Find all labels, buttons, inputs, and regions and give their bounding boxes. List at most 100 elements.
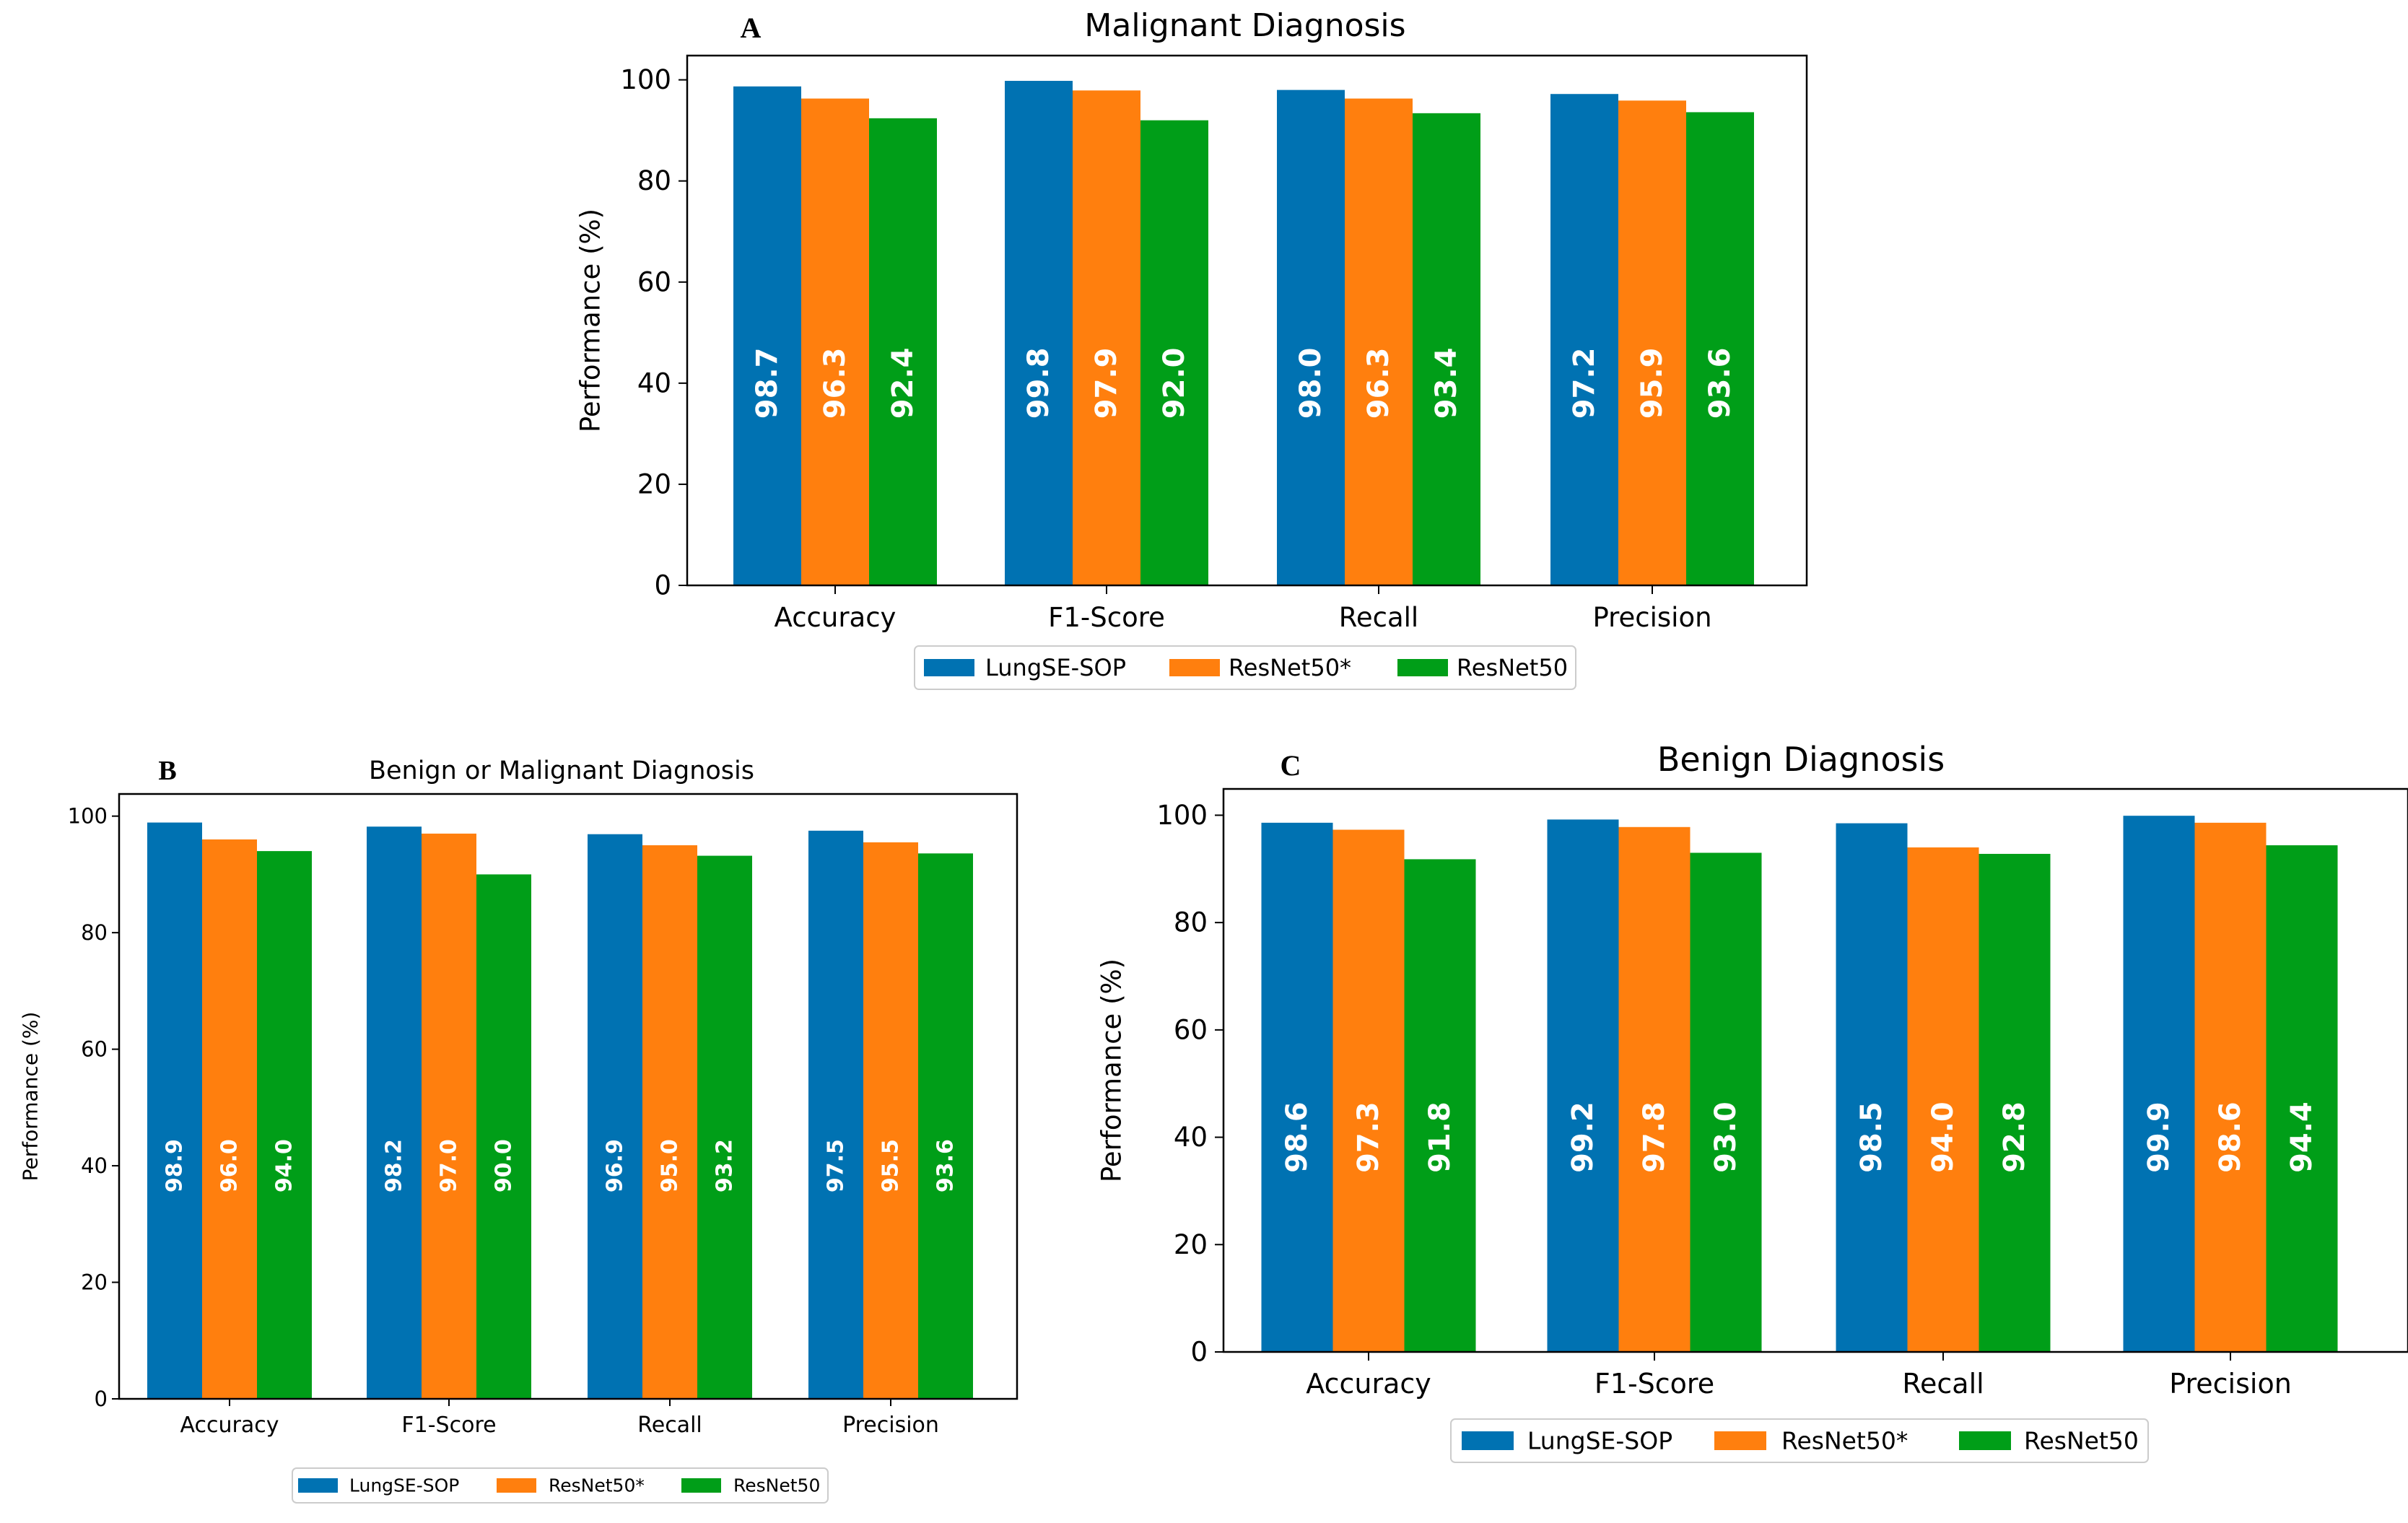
panel-b-legend-label: ResNet50: [733, 1475, 820, 1496]
panel-c-bar: [1908, 847, 1979, 1352]
panel-c-y-axis-label: Performance (%): [1096, 959, 1127, 1182]
panel-b: 98.9 96.0 94.0 Accuracy 98.2 97.0 90.0 F1-Score…: [19, 756, 1018, 1503]
panel-a-x-tick-label: Precision: [1592, 602, 1711, 633]
panel-b-bar-value-label: 93.6: [933, 1139, 959, 1192]
panel-a-bar: [733, 87, 801, 585]
panel-a-panel-letter: A: [741, 12, 762, 44]
panel-a-bar-value-label: 98.7: [751, 347, 784, 419]
panel-b-panel-letter: B: [158, 756, 176, 786]
panel-b-y-axis-label: Performance (%): [19, 1012, 43, 1182]
panel-c-x-tick-label: Recall: [1902, 1368, 1984, 1400]
panel-c-legend-label: ResNet50: [2024, 1427, 2139, 1455]
panel-b-bar-value-label: 95.5: [878, 1139, 904, 1192]
panel-b-bar-value-label: 94.0: [272, 1139, 297, 1192]
panel-c-bar-value-label: 91.8: [1423, 1101, 1457, 1173]
panel-b-y-tick-label: 20: [81, 1270, 108, 1295]
panel-a-title: Malignant Diagnosis: [1084, 7, 1405, 44]
panel-b-legend-swatch: [681, 1478, 721, 1493]
panel-b-x-tick-label: Precision: [842, 1413, 939, 1438]
panel-c-bar: [2267, 845, 2338, 1352]
panel-b-bar-value-label: 93.2: [712, 1139, 738, 1192]
panel-b-bar: [808, 831, 863, 1399]
panel-a-bar: [801, 99, 869, 585]
panel-c-bar-value-label: 97.3: [1352, 1101, 1385, 1173]
panel-c-bar: [1262, 823, 1333, 1352]
panel-a-x-tick-label: F1-Score: [1048, 602, 1165, 633]
panel-b-title: Benign or Malignant Diagnosis: [369, 756, 754, 785]
panel-b-bar: [422, 834, 476, 1399]
panel-b-legend-label: ResNet50*: [549, 1475, 645, 1496]
panel-a-bar: [1073, 90, 1140, 585]
panel-a-y-tick-label: 40: [637, 367, 671, 398]
panel-c-legend-swatch: [1959, 1431, 2011, 1450]
panel-b-bar: [588, 834, 642, 1399]
panel-b-y-tick-label: 60: [81, 1037, 108, 1062]
panel-b-x-tick-label: Recall: [637, 1413, 702, 1438]
panel-c-bar-value-label: 98.6: [2214, 1101, 2247, 1173]
panel-c-y-tick-label: 80: [1174, 907, 1208, 938]
panel-a-legend-swatch: [1169, 659, 1220, 676]
panel-c-bar: [1619, 827, 1691, 1352]
panel-b-y-tick-label: 80: [81, 920, 108, 945]
panel-a-bar-value-label: 99.8: [1022, 347, 1055, 419]
panel-b-bar: [642, 845, 697, 1399]
panel-c-bar-value-label: 94.0: [1927, 1101, 1960, 1173]
panel-b-bar: [697, 856, 752, 1399]
panel-b-bar-value-label: 97.5: [824, 1139, 849, 1192]
panel-a-bar: [1277, 90, 1345, 585]
panel-b-bar-value-label: 98.2: [382, 1139, 407, 1192]
panel-c-y-tick-label: 20: [1174, 1229, 1208, 1260]
panel-c-legend-label: ResNet50*: [1781, 1427, 1908, 1455]
panel-a-legend-label: ResNet50: [1457, 654, 1568, 681]
panel-a-y-tick-label: 100: [620, 64, 671, 95]
panel-c-bar: [1333, 830, 1405, 1352]
panel-a-bar: [1618, 100, 1686, 585]
panel-b-y-tick-label: 40: [81, 1153, 108, 1178]
panel-c-bar: [2195, 823, 2267, 1352]
panel-b-bar: [476, 874, 531, 1399]
panel-a-legend: LungSE-SOP ResNet50* ResNet50: [915, 646, 1576, 689]
panel-b-bar: [257, 851, 312, 1399]
panel-c-y-tick-label: 100: [1156, 800, 1208, 831]
panel-a-bar-value-label: 92.0: [1158, 347, 1191, 419]
panel-b-bar-value-label: 98.9: [162, 1139, 188, 1192]
panel-a-bar-value-label: 95.9: [1636, 347, 1669, 419]
panel-a-bar-value-label: 93.4: [1430, 347, 1463, 419]
panel-a-bar-value-label: 92.4: [886, 347, 920, 419]
panel-c-legend-swatch: [1714, 1431, 1766, 1450]
panel-b-bar-value-label: 96.0: [217, 1139, 243, 1192]
panel-c-bar: [2124, 816, 2195, 1352]
panel-b-bar: [147, 823, 202, 1399]
panel-b-legend-swatch: [298, 1478, 338, 1493]
panel-b-bar: [202, 839, 257, 1399]
panel-b-x-tick-label: F1-Score: [401, 1413, 496, 1438]
panel-a-bar-value-label: 98.0: [1294, 347, 1327, 419]
panel-a-legend-label: ResNet50*: [1229, 654, 1351, 681]
panel-b-x-tick-label: Accuracy: [180, 1413, 279, 1438]
panel-c-panel-letter: C: [1281, 749, 1301, 782]
panel-a-bar-value-label: 97.2: [1568, 347, 1601, 419]
panel-a-y-axis-label: Performance (%): [575, 209, 606, 432]
panel-b-bar-value-label: 97.0: [437, 1139, 462, 1192]
panel-a-legend-label: LungSE-SOP: [985, 654, 1126, 681]
panel-a-bar-value-label: 97.9: [1090, 347, 1123, 419]
panel-b-bar: [918, 853, 973, 1399]
panel-b-bar-value-label: 96.9: [603, 1139, 628, 1192]
panel-a-x-tick-label: Accuracy: [775, 602, 897, 633]
panel-a-y-tick-label: 80: [637, 165, 671, 196]
panel-c-bar-value-label: 99.9: [2142, 1101, 2176, 1173]
panel-a-bar-value-label: 93.6: [1704, 347, 1737, 419]
panel-c-bar-value-label: 92.8: [1998, 1101, 2031, 1173]
panel-a-legend-swatch: [924, 659, 974, 676]
panel-c-y-tick-label: 60: [1174, 1014, 1208, 1045]
panel-b-bar-value-label: 90.0: [492, 1139, 517, 1192]
panel-a-bar: [1345, 99, 1413, 585]
panel-c-bar-value-label: 97.8: [1638, 1101, 1671, 1173]
panel-c-bar-value-label: 98.6: [1281, 1101, 1314, 1173]
panel-c-x-tick-label: F1-Score: [1595, 1368, 1714, 1400]
